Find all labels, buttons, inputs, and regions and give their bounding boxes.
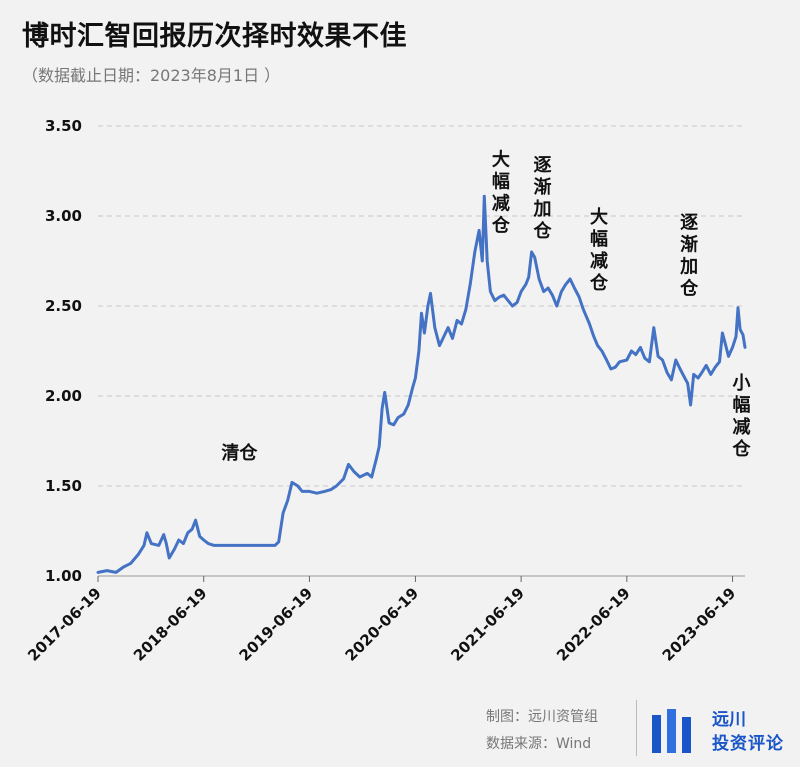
annotation: 逐渐加仓 xyxy=(679,213,699,300)
y-tick-label: 3.00 xyxy=(45,207,82,225)
annotation-label: 大幅减仓 xyxy=(589,206,609,294)
series-line xyxy=(96,194,747,574)
y-tick-label: 1.50 xyxy=(45,477,82,495)
y-axis: 1.00 1.50 2.00 2.50 3.00 3.50 xyxy=(45,117,82,585)
credit-text: 制图：远川资管组 xyxy=(486,709,598,725)
brand-name: 远川 xyxy=(712,710,746,730)
x-tick-label: 2017-06-19 xyxy=(24,584,105,665)
chart-title: 博时汇智回报历次择时效果不佳 xyxy=(22,21,407,52)
y-tick-label: 3.50 xyxy=(45,117,82,135)
x-axis: 2017-06-19 2018-06-19 2019-06-19 2020-06-19… xyxy=(24,575,745,665)
x-tick-label: 2020-06-19 xyxy=(342,584,423,665)
annotation: 清仓 xyxy=(221,442,258,464)
x-tick-label: 2019-06-19 xyxy=(236,584,317,665)
brand-tagline: 投资评论 xyxy=(712,734,784,754)
source-text: 数据来源：Wind xyxy=(486,736,592,752)
y-tick-label: 2.50 xyxy=(45,297,82,315)
grid-lines xyxy=(98,125,745,577)
x-tick-label: 2023-06-19 xyxy=(659,584,740,665)
annotation: 大幅减仓 xyxy=(589,206,609,294)
annotation-label: 小幅减仓 xyxy=(732,373,752,460)
footer-divider xyxy=(636,700,637,756)
line-chart: 1.00 1.50 2.00 2.50 3.00 3.50 2017-06-19 2018-… xyxy=(24,117,751,665)
annotation: 大幅减仓 xyxy=(491,149,511,237)
annotation-label: 清仓 xyxy=(221,442,258,464)
annotation-label: 逐渐加仓 xyxy=(533,155,553,242)
annotation-label: 大幅减仓 xyxy=(491,149,511,237)
y-tick-label: 2.00 xyxy=(45,387,82,405)
y-tick-label: 1.00 xyxy=(45,567,82,585)
brand-logo-icon xyxy=(652,709,691,753)
brand-logo: 远川 投资评论 xyxy=(650,703,790,759)
chart-subtitle: （数据截止日期：2023年8月1日 ） xyxy=(22,66,281,85)
annotation: 小幅减仓 xyxy=(732,373,752,460)
x-tick-label: 2022-06-19 xyxy=(553,584,634,665)
annotation: 逐渐加仓 xyxy=(533,155,553,242)
annotation-label: 逐渐加仓 xyxy=(679,213,699,300)
x-tick-label: 2021-06-19 xyxy=(447,584,528,665)
x-tick-label: 2018-06-19 xyxy=(130,584,211,665)
